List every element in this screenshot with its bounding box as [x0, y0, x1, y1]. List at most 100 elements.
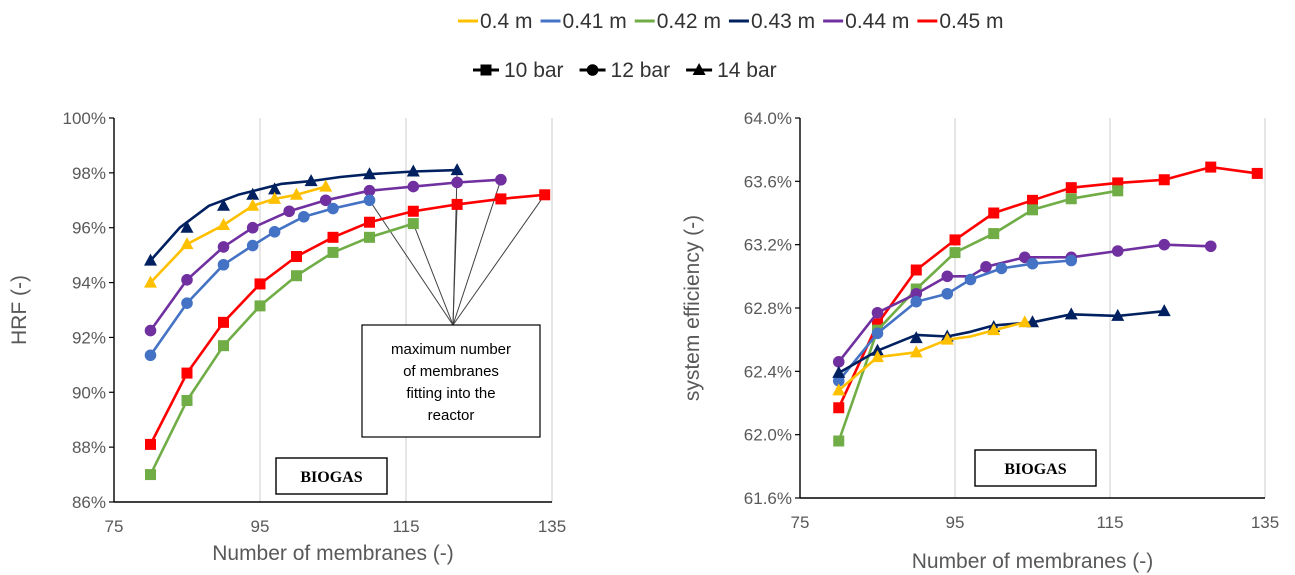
- y-tick-label: 94%: [72, 274, 106, 293]
- data-point-circle: [964, 273, 977, 286]
- data-point-triangle: [1111, 308, 1125, 321]
- data-point-square: [949, 234, 961, 246]
- legend-marker-label-2: 14 bar: [717, 59, 777, 82]
- data-point-circle: [832, 356, 845, 368]
- data-point-circle: [407, 180, 420, 193]
- y-axis-title: system efficiency (-): [681, 215, 704, 401]
- annotation-pointer-line: [452, 194, 546, 326]
- data-point-triangle: [363, 167, 376, 180]
- annotation-text-line: maximum number: [391, 341, 511, 358]
- data-point-square: [291, 270, 302, 282]
- data-point-square: [872, 318, 883, 330]
- y-tick-label: 63.6%: [744, 172, 792, 191]
- y-tick-label: 86%: [72, 493, 106, 512]
- data-point-square: [988, 228, 1000, 240]
- data-point-square: [407, 205, 419, 217]
- x-tick-label: 135: [538, 517, 566, 536]
- biogas-badge-box: [275, 457, 388, 495]
- legend-marker-circle: [586, 64, 599, 76]
- series-line: [149, 178, 501, 332]
- data-point-triangle: [1018, 315, 1032, 328]
- data-point-square: [539, 189, 551, 201]
- data-point-square: [218, 340, 229, 352]
- biogas-badge-box: [974, 449, 1097, 487]
- series-0-43-mm: [144, 163, 464, 266]
- data-point-triangle: [871, 350, 884, 363]
- data-point-square: [145, 469, 156, 481]
- x-tick-label: 95: [946, 513, 965, 532]
- series-line: [837, 165, 1258, 409]
- y-tick-label: 62.4%: [744, 362, 792, 381]
- x-tick-label: 75: [791, 513, 810, 532]
- hrf-chart-series: [144, 163, 551, 481]
- annotation-box: [361, 324, 541, 438]
- series-0-4-mm: [144, 179, 333, 288]
- legend-label-4: 0.44 m: [845, 10, 909, 33]
- data-point-triangle: [319, 179, 333, 192]
- data-point-square: [218, 316, 229, 328]
- hrf-chart-grid: [259, 118, 553, 502]
- data-point-triangle: [987, 323, 1001, 336]
- data-point-circle: [298, 210, 310, 223]
- data-point-square: [988, 207, 1000, 219]
- data-point-triangle: [217, 217, 230, 230]
- legend-marker-triangle: [692, 63, 706, 75]
- y-tick-label: 96%: [72, 219, 106, 238]
- x-axis-title: Number of membranes (-): [912, 550, 1154, 573]
- annotation-pointer-line: [452, 204, 458, 326]
- series-line: [837, 189, 1119, 442]
- data-point-square: [1251, 167, 1263, 179]
- data-point-circle: [1111, 245, 1124, 257]
- data-point-triangle: [1157, 304, 1171, 317]
- data-point-triangle: [909, 345, 923, 358]
- hrf-chart-badge: BIOGAS: [275, 457, 388, 495]
- series-0-4-mm: [832, 315, 1032, 396]
- data-point-circle: [871, 306, 884, 319]
- data-point-triangle: [450, 163, 464, 176]
- series-line: [149, 168, 458, 262]
- data-point-circle: [246, 239, 259, 252]
- data-point-square: [1158, 174, 1170, 186]
- data-point-circle: [181, 297, 193, 309]
- y-axis-title: HRF (-): [8, 275, 31, 345]
- legend: 0.4 m 0.41 m 0.42 m 0.43 m 0.44 m 0.45 m 10 ba…: [458, 10, 1004, 82]
- data-point-square: [1065, 182, 1077, 194]
- data-point-triangle: [290, 187, 303, 200]
- data-point-square: [327, 231, 339, 243]
- data-point-triangle: [246, 198, 260, 211]
- data-point-circle: [319, 194, 332, 207]
- data-point-circle: [451, 176, 463, 189]
- data-point-circle: [1026, 257, 1039, 270]
- efficiency-chart: 75 95 115 135 61.6% 62.0% 62.4% 62.8% 63.2% 63.6%…: [681, 109, 1279, 573]
- data-point-square: [1027, 194, 1038, 206]
- data-point-circle: [910, 295, 923, 308]
- data-point-circle: [181, 274, 193, 286]
- series-0-45-mm: [833, 161, 1263, 414]
- data-point-circle: [363, 184, 376, 197]
- data-point-circle: [1018, 251, 1031, 264]
- series-0-45-mm: [145, 189, 551, 450]
- data-point-triangle: [144, 275, 157, 288]
- data-point-circle: [1158, 238, 1171, 251]
- data-point-circle: [871, 327, 884, 340]
- x-tick-label: 95: [251, 517, 270, 536]
- x-tick-label: 75: [105, 517, 124, 536]
- data-point-circle: [217, 258, 230, 271]
- legend-marker-label-1: 12 bar: [611, 59, 671, 82]
- data-point-square: [364, 216, 375, 228]
- data-point-circle: [144, 324, 157, 337]
- data-point-triangle: [268, 182, 282, 195]
- data-point-square: [145, 438, 156, 450]
- series-0-42-mm: [145, 218, 419, 481]
- legend-marker-label-0: 10 bar: [504, 59, 564, 82]
- legend-marker-square: [480, 64, 492, 76]
- y-tick-label: 98%: [72, 164, 106, 183]
- y-tick-label: 88%: [72, 438, 106, 457]
- annotation-pointer-line: [452, 179, 502, 326]
- legend-label-2: 0.42 m: [657, 10, 721, 33]
- data-point-triangle: [909, 331, 923, 344]
- data-point-square: [833, 402, 845, 414]
- data-point-square: [451, 198, 463, 210]
- data-point-circle: [1065, 254, 1078, 267]
